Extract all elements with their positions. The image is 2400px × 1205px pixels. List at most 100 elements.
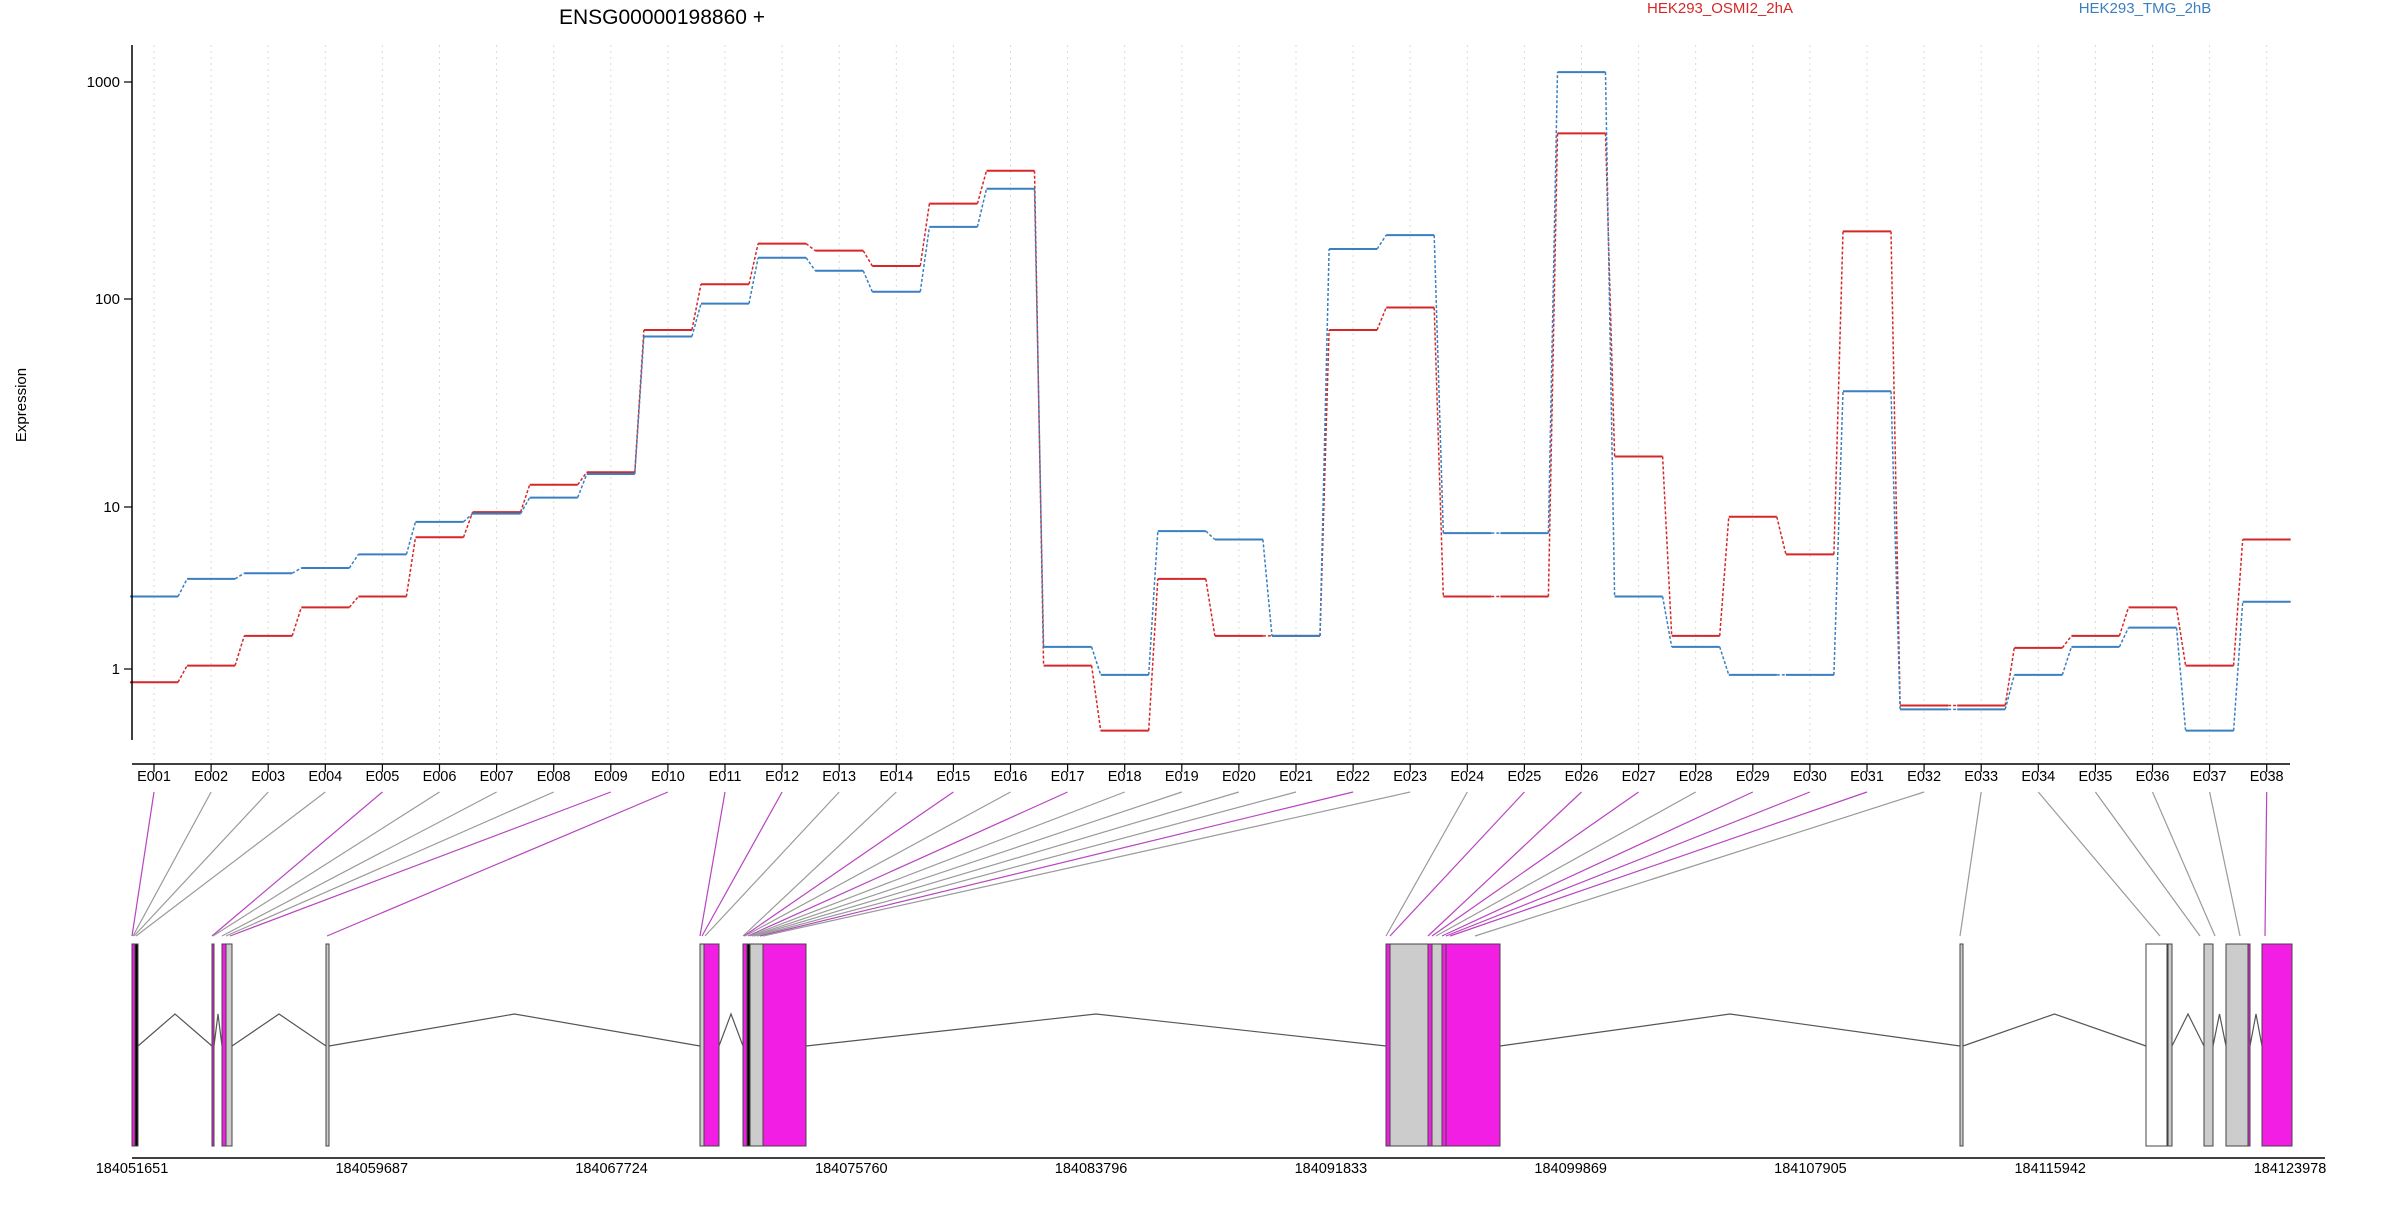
x-tick-label: E022 bbox=[1336, 769, 1370, 785]
exon-connector bbox=[1427, 791, 1582, 937]
exon-connector bbox=[756, 791, 1297, 937]
series-connector bbox=[748, 257, 759, 304]
series-connector bbox=[1319, 248, 1330, 636]
exon-box bbox=[2167, 943, 2173, 1147]
series-connector bbox=[348, 553, 360, 569]
series-connector bbox=[748, 243, 759, 285]
exon-connector bbox=[699, 791, 726, 937]
series-connector bbox=[2061, 635, 2072, 649]
exon-box bbox=[699, 943, 705, 1147]
series-connector bbox=[405, 521, 417, 555]
x-tick-label: E020 bbox=[1222, 769, 1256, 785]
x-tick-label: E002 bbox=[194, 769, 228, 785]
series-connector bbox=[1890, 231, 1901, 706]
exon-box bbox=[1445, 943, 1501, 1147]
x-tick-label: E030 bbox=[1793, 769, 1827, 785]
exon-box bbox=[742, 943, 748, 1147]
series-connector bbox=[2232, 601, 2244, 731]
series-lines bbox=[130, 71, 2291, 732]
intron-line bbox=[137, 1013, 213, 1047]
genomic-tick-label: 184075760 bbox=[815, 1161, 888, 1177]
x-tick-label: E015 bbox=[936, 769, 970, 785]
genomic-tick-label: 184059687 bbox=[335, 1161, 408, 1177]
exon-connector bbox=[133, 791, 269, 937]
genomic-tick-label: 184115942 bbox=[2014, 1161, 2086, 1177]
series-connector bbox=[462, 513, 474, 523]
series-2 bbox=[130, 71, 2291, 732]
exon-connector bbox=[2209, 791, 2241, 937]
exon-connector bbox=[701, 791, 783, 937]
exon-connector bbox=[753, 791, 1240, 937]
exon-box bbox=[1959, 943, 1964, 1147]
series-connector bbox=[2232, 539, 2244, 666]
x-tick-label: E027 bbox=[1622, 769, 1656, 785]
series-connector bbox=[1376, 307, 1387, 331]
x-tick-label: E007 bbox=[480, 769, 514, 785]
series-connector bbox=[1376, 234, 1387, 250]
genomic-ticks: 184051651 184059687 184067724 184075760 1840… bbox=[96, 1161, 2327, 1177]
series-connector bbox=[634, 329, 645, 473]
x-tick-label: E021 bbox=[1279, 769, 1313, 785]
x-tick-label: E016 bbox=[994, 769, 1028, 785]
series-connector bbox=[691, 303, 702, 337]
exon-box bbox=[2225, 943, 2249, 1147]
exon-connector bbox=[211, 791, 383, 937]
series-connector bbox=[177, 665, 188, 683]
exon-box bbox=[749, 943, 764, 1147]
exon-box bbox=[2261, 943, 2293, 1147]
series-connector bbox=[976, 170, 988, 204]
exon-connector bbox=[742, 791, 897, 937]
x-tick-label: E037 bbox=[2193, 769, 2227, 785]
exon-box bbox=[1389, 943, 1429, 1147]
x-tick-label: E006 bbox=[423, 769, 457, 785]
series-connector bbox=[462, 511, 474, 538]
series-1 bbox=[130, 132, 2291, 732]
intron-line bbox=[2171, 1012, 2205, 1047]
series-connector bbox=[1661, 456, 1673, 636]
x-tick-label: E035 bbox=[2078, 769, 2112, 785]
series-connector bbox=[1147, 531, 1159, 675]
genomic-tick-label: 184091833 bbox=[1295, 1161, 1368, 1177]
exon-connector bbox=[225, 791, 554, 937]
genomic-tick-label: 184083796 bbox=[1055, 1161, 1128, 1177]
exon-box bbox=[2203, 943, 2214, 1147]
x-tick-label: E031 bbox=[1850, 769, 1884, 785]
y-tick-label: 10 bbox=[103, 499, 120, 516]
exon-connector bbox=[1389, 791, 1525, 937]
exon-connector bbox=[212, 791, 440, 937]
exon-box bbox=[1431, 943, 1443, 1147]
series-connector bbox=[862, 250, 873, 267]
series-connector bbox=[919, 203, 931, 267]
exon-connector bbox=[747, 791, 1068, 937]
x-tick-label: E017 bbox=[1051, 769, 1085, 785]
series-connector bbox=[234, 635, 245, 666]
gene-model bbox=[131, 943, 2325, 1159]
exon-connector bbox=[744, 791, 1011, 937]
axes bbox=[131, 45, 2290, 765]
x-tick-label: E014 bbox=[879, 769, 913, 785]
series-connector bbox=[1776, 516, 1787, 555]
intron-line bbox=[2212, 1013, 2227, 1047]
series-connector bbox=[1147, 578, 1159, 731]
series-connector bbox=[1718, 516, 1730, 636]
series-connector bbox=[577, 473, 588, 498]
x-tick-label: E012 bbox=[765, 769, 799, 785]
series-connector bbox=[1833, 231, 1844, 555]
exon-box bbox=[1441, 943, 1447, 1147]
exon-box bbox=[325, 943, 330, 1147]
exon-connector bbox=[1441, 791, 1754, 937]
x-tick-label: E019 bbox=[1165, 769, 1199, 785]
intron-line bbox=[1962, 1013, 2147, 1047]
series-connector bbox=[976, 188, 988, 228]
series-connector bbox=[348, 596, 359, 608]
x-tick-label: E008 bbox=[537, 769, 571, 785]
series-connector bbox=[177, 578, 188, 597]
exon-box bbox=[2145, 943, 2168, 1147]
exon-box bbox=[134, 943, 139, 1147]
series-connector bbox=[862, 270, 873, 293]
series-connector bbox=[1090, 665, 1102, 731]
genomic-tick-label: 184067724 bbox=[575, 1161, 648, 1177]
exon-connector bbox=[2151, 791, 2216, 937]
x-tick-label: E028 bbox=[1679, 769, 1713, 785]
x-tick-label: E033 bbox=[1964, 769, 1998, 785]
